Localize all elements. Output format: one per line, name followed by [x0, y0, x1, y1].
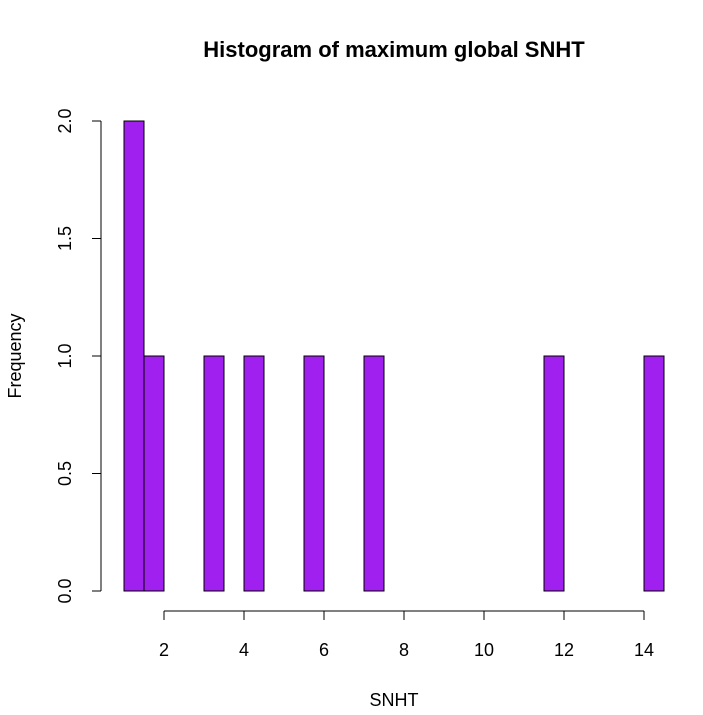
x-axis-label: SNHT	[370, 690, 419, 710]
y-tick-label: 0.0	[55, 578, 75, 603]
y-axis-label: Frequency	[5, 313, 25, 398]
histogram-bar	[203, 355, 225, 592]
histogram-bar	[123, 120, 145, 592]
x-tick-label: 14	[634, 640, 654, 660]
y-tick-label: 2.0	[55, 108, 75, 133]
x-tick-label: 2	[159, 640, 169, 660]
x-tick-label: 6	[319, 640, 329, 660]
x-tick-label: 4	[239, 640, 249, 660]
histogram-bar	[543, 355, 565, 592]
histogram-bar	[303, 355, 325, 592]
y-tick-label: 1.0	[55, 343, 75, 368]
histogram-bar	[143, 355, 165, 592]
histogram-bar	[243, 355, 265, 592]
histogram-bar	[643, 355, 665, 592]
bars-group	[123, 120, 665, 592]
y-tick-label: 0.5	[55, 461, 75, 486]
chart-title: Histogram of maximum global SNHT	[203, 37, 585, 62]
x-tick-label: 10	[474, 640, 494, 660]
y-axis: 0.0 0.5 1.0 1.5 2.0	[55, 108, 102, 604]
x-axis: 2 4 6 8 10 12 14	[159, 610, 654, 660]
x-tick-label: 8	[399, 640, 409, 660]
histogram-bar	[363, 355, 385, 592]
y-tick-label: 1.5	[55, 226, 75, 251]
x-tick-label: 12	[554, 640, 574, 660]
